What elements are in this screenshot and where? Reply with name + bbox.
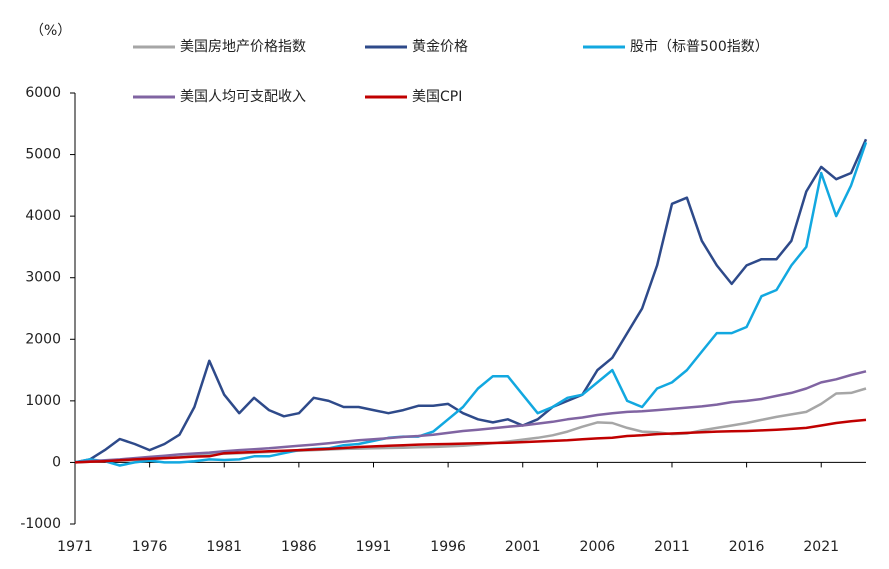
x-tick-label: 2016 (729, 539, 765, 555)
x-tick-label: 1986 (281, 539, 317, 555)
y-tick-label: 4000 (25, 208, 61, 224)
y-tick-label: 3000 (25, 270, 61, 286)
y-tick-label: 0 (52, 454, 61, 470)
y-tick-label: 6000 (25, 85, 61, 101)
legend-label: 股市（标普500指数） (630, 38, 769, 55)
legend-label: 美国人均可支配收入 (180, 89, 306, 105)
x-tick-label: 1971 (57, 539, 93, 555)
series-line (74, 418, 867, 464)
x-tick-label: 1981 (206, 539, 242, 555)
series-line (74, 138, 868, 464)
x-tick-label: 1991 (356, 539, 392, 555)
legend-label: 美国CPI (412, 89, 462, 105)
series-line (74, 370, 867, 464)
y-tick-label: -1000 (20, 516, 61, 532)
legend-label: 黄金价格 (412, 38, 468, 55)
x-tick-label: 1976 (132, 539, 168, 555)
series-line (74, 141, 868, 467)
y-tick-label: 2000 (25, 331, 61, 347)
y-tick-label: 1000 (25, 393, 61, 409)
y-unit: （%） (30, 23, 71, 39)
x-tick-label: 2021 (803, 539, 839, 555)
x-tick-label: 2001 (505, 539, 541, 555)
x-tick-label: 2006 (580, 539, 616, 555)
series-line (74, 387, 867, 464)
legend-label: 美国房地产价格指数 (180, 39, 306, 55)
x-tick-label: 1996 (430, 539, 466, 555)
y-tick-label: 5000 (25, 147, 61, 163)
x-tick-label: 2011 (654, 539, 690, 555)
